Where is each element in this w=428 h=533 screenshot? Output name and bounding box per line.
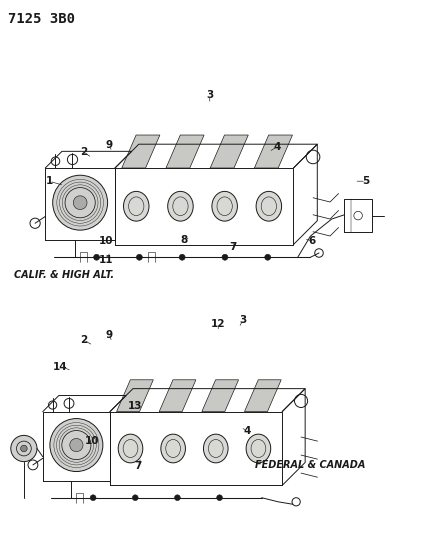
Circle shape — [21, 445, 27, 452]
Circle shape — [50, 418, 103, 472]
Text: 3: 3 — [240, 315, 247, 325]
Text: 8: 8 — [181, 235, 187, 245]
Text: 2: 2 — [80, 335, 87, 345]
Text: 3: 3 — [206, 90, 213, 100]
Circle shape — [175, 495, 180, 500]
Text: 7125 3B0: 7125 3B0 — [8, 12, 75, 26]
Ellipse shape — [118, 434, 143, 463]
Polygon shape — [122, 135, 160, 168]
Ellipse shape — [168, 191, 193, 221]
Circle shape — [265, 254, 270, 260]
Circle shape — [73, 196, 87, 209]
Circle shape — [90, 495, 96, 500]
Text: 10: 10 — [99, 236, 113, 246]
Polygon shape — [210, 135, 248, 168]
Text: 13: 13 — [128, 401, 142, 411]
Text: 6: 6 — [309, 236, 316, 246]
Text: FEDERAL & CANADA: FEDERAL & CANADA — [255, 460, 366, 470]
Ellipse shape — [212, 191, 238, 221]
Text: 14: 14 — [53, 362, 67, 372]
Circle shape — [70, 439, 83, 451]
Text: 4: 4 — [273, 142, 281, 151]
Circle shape — [137, 254, 143, 260]
Circle shape — [132, 495, 138, 500]
Circle shape — [11, 435, 37, 462]
Polygon shape — [166, 135, 204, 168]
Text: 7: 7 — [134, 461, 142, 471]
Polygon shape — [254, 135, 292, 168]
Text: 4: 4 — [244, 426, 251, 435]
Text: 5: 5 — [363, 176, 369, 186]
Ellipse shape — [246, 434, 271, 463]
Text: 10: 10 — [85, 437, 99, 446]
Text: 9: 9 — [106, 140, 113, 150]
Circle shape — [222, 254, 228, 260]
Circle shape — [94, 254, 100, 260]
Polygon shape — [244, 380, 281, 411]
Polygon shape — [116, 380, 153, 411]
Text: 12: 12 — [211, 319, 226, 329]
Ellipse shape — [161, 434, 185, 463]
Ellipse shape — [124, 191, 149, 221]
Text: 11: 11 — [99, 255, 113, 265]
Polygon shape — [159, 380, 196, 411]
Circle shape — [53, 175, 107, 230]
Circle shape — [217, 495, 223, 500]
Ellipse shape — [256, 191, 282, 221]
Ellipse shape — [203, 434, 228, 463]
Circle shape — [179, 254, 185, 260]
Text: CALIF. & HIGH ALT.: CALIF. & HIGH ALT. — [14, 270, 114, 280]
Text: 2: 2 — [80, 147, 87, 157]
Polygon shape — [202, 380, 238, 411]
Text: 9: 9 — [106, 330, 113, 340]
Text: 1: 1 — [46, 176, 53, 186]
Text: 7: 7 — [229, 243, 237, 252]
